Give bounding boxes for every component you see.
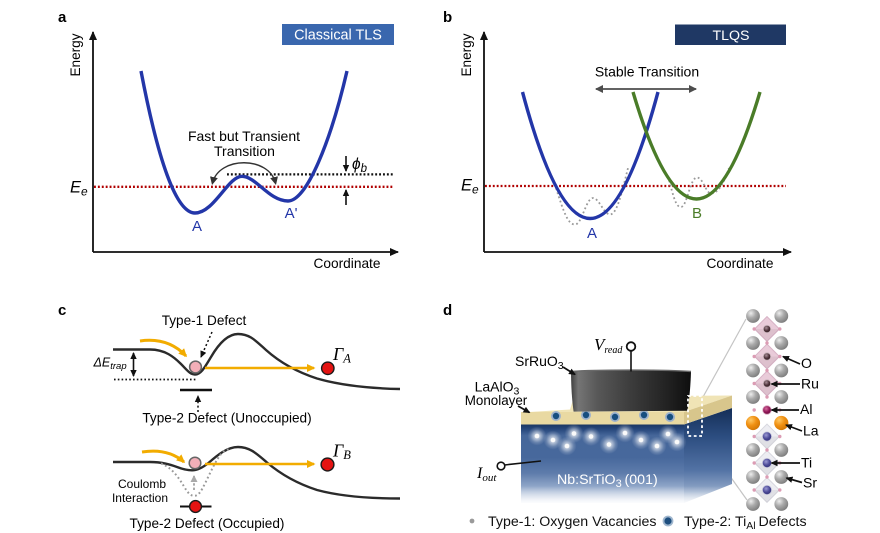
svg-text:Monolayer: Monolayer <box>465 393 528 408</box>
svg-text:Transition: Transition <box>214 143 275 159</box>
svg-text:B: B <box>692 205 702 222</box>
svg-text:Stable Transition: Stable Transition <box>595 64 699 80</box>
svg-text:La: La <box>803 423 819 439</box>
svg-text:SrRuO3: SrRuO3 <box>515 353 564 372</box>
svg-text:c: c <box>58 302 66 319</box>
svg-text:Type-2: TiAl Defects: Type-2: TiAl Defects <box>684 514 807 532</box>
svg-text:A': A' <box>285 205 298 222</box>
svg-text:Interaction: Interaction <box>112 491 168 505</box>
svg-text:A: A <box>192 218 202 235</box>
svg-text:Type-1: Oxygen Vacancies: Type-1: Oxygen Vacancies <box>488 514 657 530</box>
svg-text:Sr: Sr <box>803 475 817 491</box>
svg-text:Ru: Ru <box>801 376 819 392</box>
svg-text:a: a <box>58 9 67 26</box>
svg-text:O: O <box>801 355 812 371</box>
svg-text:Coordinate: Coordinate <box>314 256 381 271</box>
svg-text:Coulomb: Coulomb <box>118 477 166 491</box>
svg-text:Coordinate: Coordinate <box>707 256 774 271</box>
svg-text:LaAlO3: LaAlO3 <box>475 379 520 398</box>
svg-text:A: A <box>587 225 597 242</box>
svg-text:Energy: Energy <box>68 33 83 76</box>
svg-text:d: d <box>443 302 452 319</box>
svg-text:Type-1 Defect: Type-1 Defect <box>162 313 247 328</box>
svg-text:b: b <box>443 9 452 26</box>
svg-text:Type-2 Defect (Unoccupied): Type-2 Defect (Unoccupied) <box>142 411 311 426</box>
svg-text:Ti: Ti <box>801 455 812 471</box>
svg-text:Al: Al <box>800 401 812 417</box>
svg-text:Fast but Transient: Fast but Transient <box>188 128 300 144</box>
svg-text:Type-2 Defect (Occupied): Type-2 Defect (Occupied) <box>130 516 285 531</box>
svg-text:Energy: Energy <box>459 33 474 76</box>
svg-text:Classical TLS: Classical TLS <box>294 28 382 44</box>
svg-text:Nb:SrTiO3 (001): Nb:SrTiO3 (001) <box>557 472 658 490</box>
svg-text:TLQS: TLQS <box>712 28 749 44</box>
